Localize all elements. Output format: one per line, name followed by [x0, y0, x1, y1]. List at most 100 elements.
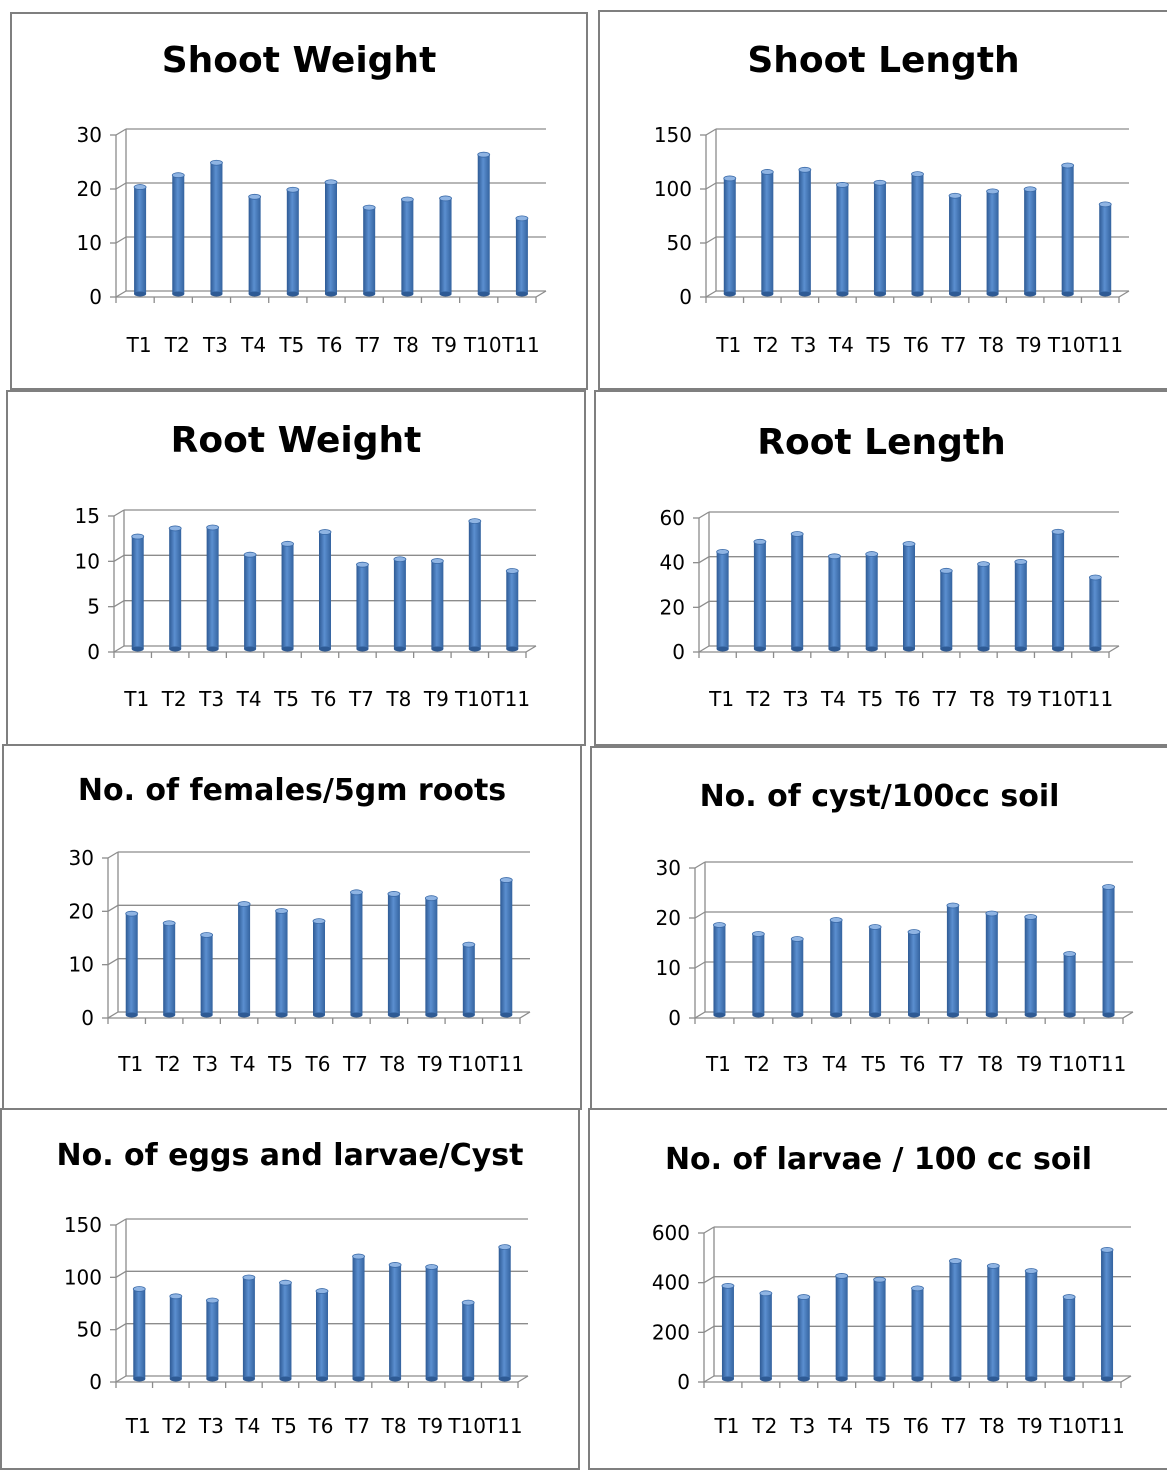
bar-body — [987, 1266, 1000, 1379]
bar-base — [1014, 646, 1027, 652]
chart-title: Shoot Weight — [161, 40, 437, 81]
x-tick-label: T5 — [857, 687, 883, 711]
bar — [425, 1264, 439, 1382]
bar-cap — [279, 1279, 292, 1286]
bar-body — [985, 913, 998, 1015]
bar — [1100, 1246, 1114, 1382]
bar-base — [468, 646, 481, 652]
bar-body — [1089, 577, 1102, 649]
x-tick-label: T9 — [1006, 687, 1032, 711]
bar-body — [462, 944, 475, 1015]
x-tick-label: T2 — [161, 687, 187, 711]
bar-cap — [713, 922, 726, 928]
bar-base — [873, 291, 886, 297]
bar-body — [316, 1291, 328, 1379]
bar-body — [1102, 887, 1115, 1015]
x-tick-label: T10 — [448, 1052, 487, 1076]
x-tick-label: T8 — [979, 1414, 1005, 1438]
bar-base — [911, 1376, 924, 1382]
bar-base — [200, 1012, 213, 1018]
x-tick-label: T11 — [501, 333, 540, 357]
bar — [1102, 884, 1115, 1018]
x-tick-label: T8 — [393, 333, 419, 357]
bar — [424, 895, 438, 1018]
bar — [828, 553, 841, 652]
bar-base — [393, 646, 406, 652]
bar-body — [1024, 189, 1037, 294]
bar-cap — [387, 891, 401, 897]
bar-body — [723, 178, 736, 294]
bar-base — [836, 291, 849, 297]
bar — [242, 1274, 256, 1382]
bar-body — [133, 1288, 146, 1379]
bar-cap — [168, 525, 182, 532]
bar-base — [828, 646, 841, 652]
bar-body — [172, 175, 185, 294]
bar-base — [1063, 1376, 1076, 1382]
bar-base — [387, 1012, 400, 1018]
bar-cap — [1088, 574, 1102, 581]
bar-base — [356, 646, 369, 652]
bar-body — [1052, 531, 1065, 649]
bar-body — [500, 880, 513, 1015]
bar-body — [477, 154, 490, 294]
bar-cap — [424, 895, 438, 902]
bar-body — [721, 1285, 734, 1379]
bar — [753, 538, 767, 652]
x-tick-label: T4 — [240, 333, 266, 357]
chart-panel-root-length: Root Length 0 20 40 60 T1 T2 T3 T4 T5 T6 T7 T8 T9 T10… — [594, 390, 1167, 746]
bar-base — [723, 291, 736, 297]
bar-cap — [388, 1262, 402, 1268]
bar-body — [1063, 954, 1076, 1015]
x-tick-label: T8 — [379, 1052, 405, 1076]
x-tick-label: T7 — [348, 687, 374, 711]
y-tick-label: 10 — [77, 231, 102, 255]
bar-base — [206, 1376, 219, 1382]
bar — [798, 166, 812, 297]
bar-cap — [315, 1288, 329, 1294]
bar-base — [279, 1376, 292, 1382]
x-tick-label: T6 — [311, 687, 337, 711]
bar — [946, 902, 960, 1018]
bar — [315, 1288, 329, 1382]
gridline-depth — [107, 851, 119, 859]
bar-cap — [873, 1276, 886, 1283]
x-tick-label: T9 — [1016, 1052, 1042, 1076]
bar-cap — [286, 186, 300, 193]
gridline-depth — [113, 600, 125, 608]
gridline-depth — [107, 904, 119, 912]
bar-cap — [362, 204, 376, 211]
bar-cap — [902, 541, 916, 547]
bar-cap — [946, 902, 960, 909]
bar — [1014, 558, 1028, 652]
bar-body — [356, 564, 369, 649]
bar-base — [1102, 1012, 1115, 1018]
bar-base — [830, 1012, 843, 1018]
bar — [312, 918, 326, 1018]
bar-cap — [949, 1258, 962, 1264]
y-tick-label: 0 — [679, 285, 692, 309]
x-tick-label: T11 — [1086, 1414, 1125, 1438]
bar-body — [753, 541, 766, 649]
bar-cap — [721, 1282, 735, 1289]
bar-cap — [716, 548, 730, 555]
bar — [388, 1262, 402, 1382]
floor-edge — [1108, 645, 1120, 653]
bar — [281, 540, 294, 652]
bar-base — [865, 646, 878, 652]
bar — [723, 175, 737, 297]
bar-body — [244, 554, 257, 649]
bar-base — [716, 646, 729, 652]
chart-plot: 0 20 40 60 T1 T2 T3 T4 T5 T6 T7 T8 T9 T10 T11 — [660, 506, 1120, 711]
bar-base — [462, 1012, 475, 1018]
bar-base — [986, 291, 999, 297]
bar-base — [869, 1012, 882, 1018]
bar-cap — [425, 1264, 439, 1270]
bar-body — [1063, 1297, 1076, 1379]
bar-body — [319, 532, 331, 649]
floor-edge — [519, 1011, 531, 1019]
bar-cap — [350, 889, 363, 896]
x-tick-label: T11 — [1084, 333, 1123, 357]
bar-cap — [505, 568, 519, 574]
bar-cap — [210, 159, 223, 166]
